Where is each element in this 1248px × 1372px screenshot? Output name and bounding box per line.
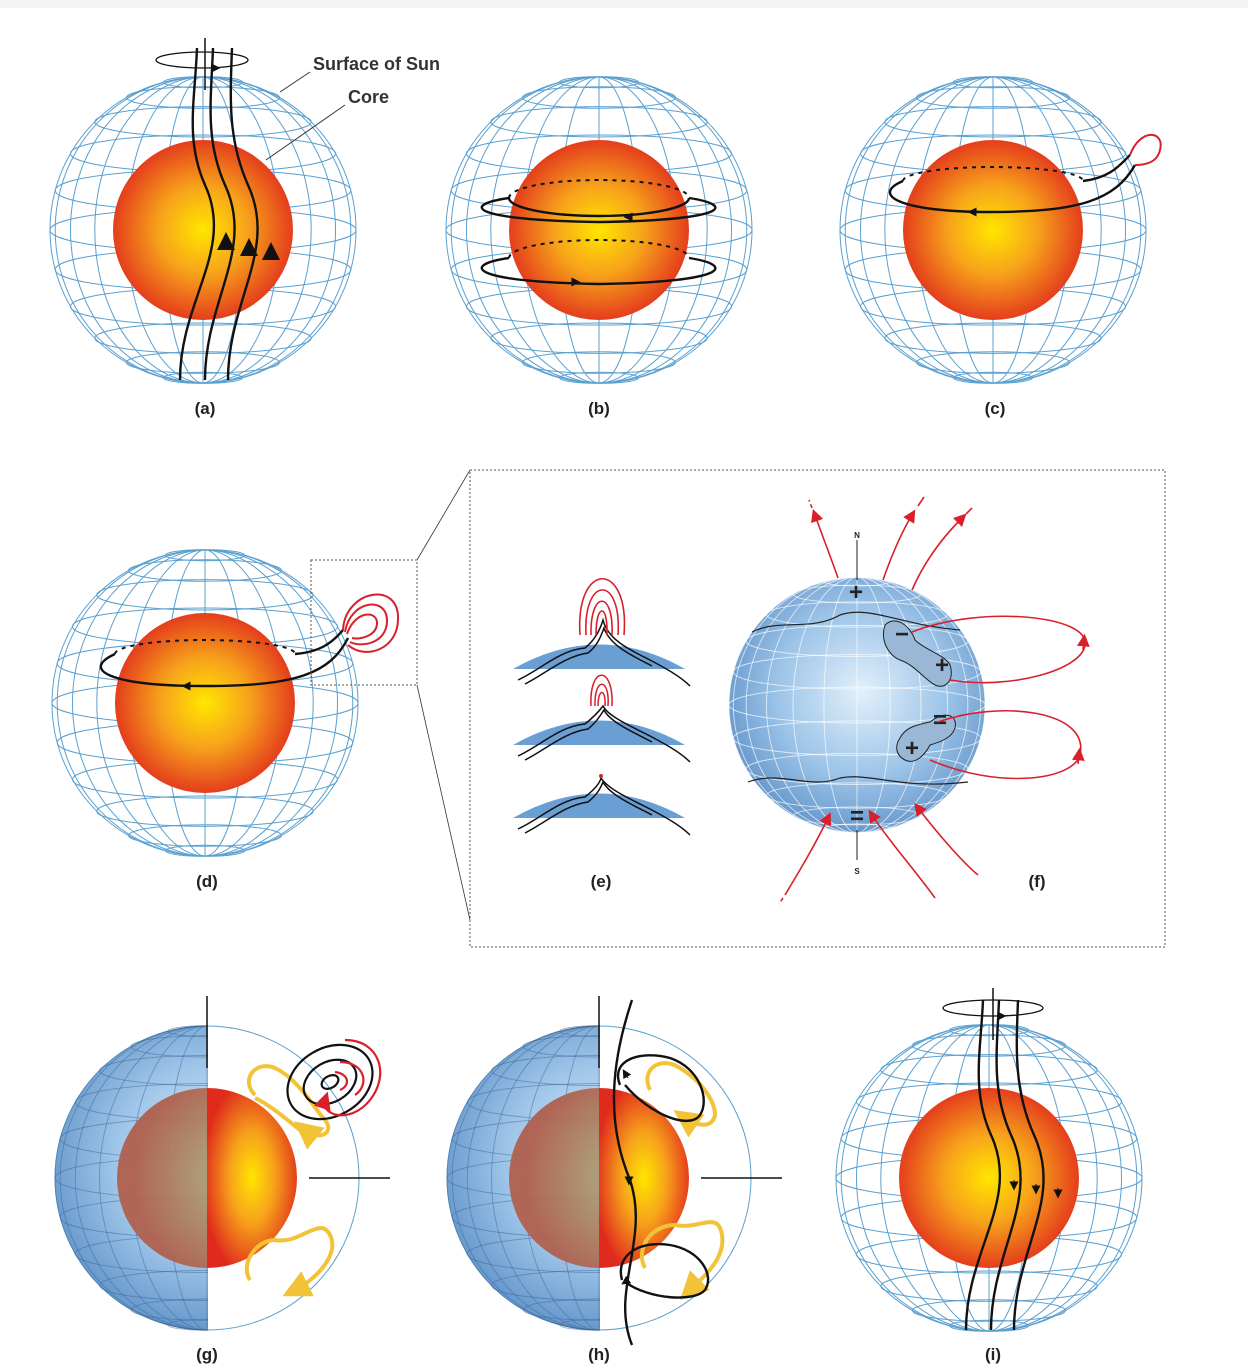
field-lines-f [778,496,1090,905]
surface-slice-e1 [513,578,691,687]
panel-label-h: (h) [588,1345,610,1364]
panel-label-i: (i) [985,1345,1001,1364]
grid-sphere-a [49,76,357,384]
surface-slice-e3 [513,774,691,836]
panel-b: (b) [445,76,753,418]
core-half-h [599,1088,689,1268]
panel-d: (d) [51,469,471,921]
surface-leader-line [279,71,311,93]
core-b [509,140,689,320]
surface-slice-e2 [513,674,691,763]
rotation-indicator-i [942,988,1044,1040]
south-pole-label: S [854,867,860,876]
detail-inset [469,469,1166,948]
field-arrow-h3 [621,1275,632,1285]
panel-label-g: (g) [196,1345,218,1364]
polarity-plus-2: + [905,735,919,762]
core-half-g [207,1088,297,1268]
core-c [903,140,1083,320]
meridional-flow-g [244,1064,335,1297]
field-arrow-h2 [622,1069,632,1080]
cutaway-left-h [446,1025,600,1331]
polarity-minus-south: = [850,803,864,830]
panel-label-a: (a) [195,399,216,418]
panel-g: (g) [54,996,390,1364]
rotation-indicator-a [155,38,249,90]
toroidal-field-b [480,179,717,286]
zoom-line-top [416,469,471,561]
top-bar [0,0,1248,8]
core-d [115,613,295,793]
zoom-line-bottom [416,684,471,921]
panel-label-f: (f) [1029,872,1046,891]
rising-loop-c [1129,133,1162,166]
surface-of-sun-label: Surface of Sun [313,54,440,74]
field-loops-g [286,1038,382,1121]
core-a [113,140,293,320]
core-i [899,1088,1079,1268]
north-pole-label: N [854,531,860,540]
polarity-minus-1: − [895,621,909,648]
toroidal-field-c [888,154,1137,214]
core-label: Core [348,87,389,107]
panel-a: Surface of Sun Core (a) [49,38,440,418]
panel-label-e: (e) [591,872,612,891]
polar-boundary-f [747,611,969,785]
field-lines-i [964,999,1045,1331]
toroidal-field-d [99,629,350,688]
panel-c: (c) [839,76,1162,418]
polarity-plus-north: + [849,579,863,606]
panel-f: N S + − + = + = (f) [728,496,1090,905]
panel-label-c: (c) [985,399,1006,418]
erupting-loops-d [342,593,400,653]
sunspot-regions-f [883,620,956,762]
core-leader-line [265,104,346,161]
polarity-plus-1: + [935,652,949,679]
zoom-box-d [310,559,418,686]
panel-label-b: (b) [588,399,610,418]
panel-e: (e) [513,578,691,891]
meridional-flow-h [639,1061,725,1300]
panel-h: (h) [446,996,782,1364]
panel-label-d: (d) [196,872,218,891]
panel-i: (i) [835,988,1143,1364]
field-lines-a [178,47,259,381]
